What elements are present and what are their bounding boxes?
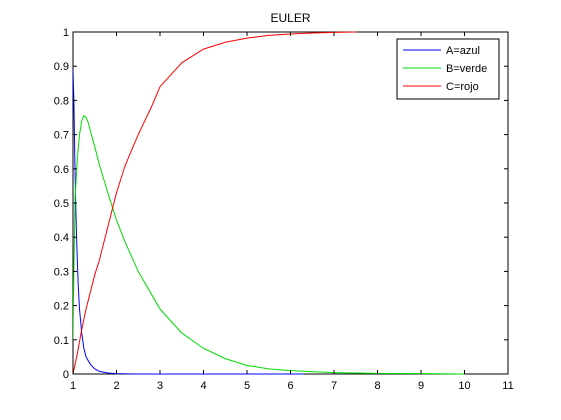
- y-tick-label: 0.1: [54, 335, 69, 347]
- y-tick-label: 0.7: [54, 130, 69, 142]
- x-tick-label: 6: [287, 380, 293, 392]
- x-tick-label: 4: [200, 380, 206, 392]
- x-tick-label: 1: [70, 380, 76, 392]
- x-tick-label: 7: [331, 380, 337, 392]
- legend: A=azul B=verde C=rojo: [396, 38, 500, 100]
- x-tick-label: 8: [374, 380, 380, 392]
- y-tick-label: 1: [63, 27, 69, 39]
- y-tick-label: 0.5: [54, 198, 69, 210]
- y-tick-label: 0.3: [54, 266, 69, 278]
- y-tick-label: 0.9: [54, 61, 69, 73]
- legend-label-2: B=verde: [446, 63, 487, 75]
- y-tick-label: 0.2: [54, 301, 69, 313]
- y-tick-label: 0.6: [54, 164, 69, 176]
- legend-label-3: C=rojo: [446, 81, 479, 93]
- x-tick-label: 11: [502, 380, 513, 392]
- x-tick-label: 10: [458, 380, 470, 392]
- series-line-3: [73, 31, 356, 375]
- y-tick-label: 0.4: [54, 232, 69, 244]
- legend-label-1: A=azul: [446, 45, 480, 57]
- x-tick-label: 3: [157, 380, 163, 392]
- chart-title: EULER: [270, 11, 310, 25]
- y-tick-label: 0.8: [54, 95, 69, 107]
- legend-box: [396, 38, 500, 100]
- series-line-2: [73, 114, 465, 375]
- y-tick-label: 0: [63, 369, 69, 381]
- y-axis: 0 0.1 0.2 0.3 0.4 0.5 0.6 0.7 0.8 0.9 1: [54, 27, 508, 381]
- x-tick-label: 9: [418, 380, 424, 392]
- series-group: [73, 31, 465, 375]
- x-axis: 1 2 3 4 5 6 7 8 9 10 11: [70, 32, 514, 392]
- x-tick-label: 2: [113, 380, 119, 392]
- series-line-1: [73, 69, 304, 375]
- x-tick-label: 5: [244, 380, 250, 392]
